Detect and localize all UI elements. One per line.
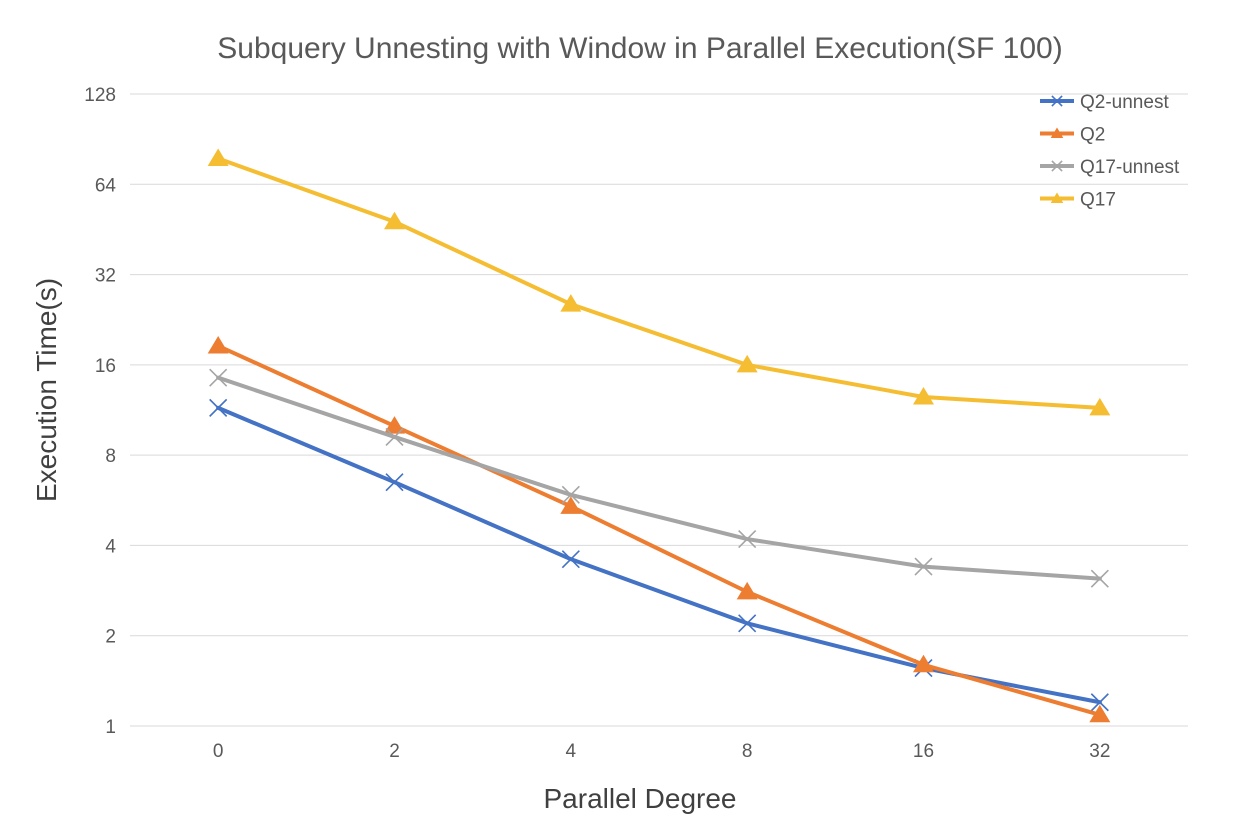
legend-item: Q17-unnest [1040,157,1180,178]
data-point-x [209,368,228,387]
x-tick-label: 32 [1089,741,1110,762]
legend-label: Q17-unnest [1080,157,1180,178]
y-tick-label: 16 [95,356,116,377]
series-q17-unnest [209,368,1109,588]
data-point-x [1051,160,1063,172]
series-line [216,343,1102,717]
y-tick-label: 2 [105,627,116,648]
x-tick-label: 2 [389,741,400,762]
data-point-triangle [736,581,758,600]
data-point-x [385,473,404,492]
data-point-triangle [560,294,582,312]
y-tick-label: 32 [95,266,116,287]
data-point-x [561,485,580,504]
x-tick-label: 8 [742,741,753,762]
x-tick-label: 0 [213,741,224,762]
data-point-x [385,427,404,447]
x-axis-ticks: 0 2 4 8 16 32 [213,741,1111,762]
data-point-triangle [1050,192,1064,203]
data-point-triangle [384,416,405,434]
data-point-triangle [384,211,405,230]
x-tick-label: 4 [566,741,577,762]
y-tick-label: 1 [105,717,116,738]
legend-item: Q2-unnest [1040,92,1169,113]
y-tick-label: 64 [95,175,117,196]
y-tick-label: 4 [105,536,116,557]
data-point-x [914,557,933,576]
data-point-x [209,398,228,417]
x-axis-title: Parallel Degree [544,783,737,814]
data-point-triangle [207,148,229,167]
legend-item: Q17 [1040,190,1116,211]
legend: Q2-unnest Q2 Q17-unnest Q17 [1040,92,1180,211]
series-line [216,375,1102,581]
series-q2-unnest [209,398,1109,712]
legend-label: Q2-unnest [1080,92,1169,113]
data-point-x [738,530,757,549]
legend-label: Q17 [1080,190,1116,211]
series-line [216,156,1102,410]
data-point-triangle [1050,127,1064,138]
data-point-x [1090,569,1109,588]
data-point-triangle [913,387,934,405]
data-point-x [1051,95,1063,107]
gridlines [130,93,1188,727]
y-tick-label: 128 [84,85,116,106]
data-point-x [561,550,580,569]
legend-label: Q2 [1080,125,1105,146]
series-q17 [207,148,1111,416]
y-tick-label: 8 [105,446,116,467]
data-point-triangle [736,354,758,373]
series-q2 [207,335,1111,723]
y-axis-ticks: 1 2 4 8 16 32 64 128 [84,85,116,738]
series-line [216,405,1102,705]
data-point-triangle [1089,397,1111,416]
y-axis-title: Execution Time(s) [31,278,62,502]
legend-item: Q2 [1040,125,1105,146]
data-point-triangle [913,654,934,673]
series-group [207,148,1111,723]
x-tick-label: 16 [913,741,934,762]
data-point-x [1090,693,1109,712]
data-point-triangle [207,335,229,354]
data-point-triangle [560,496,582,514]
chart-title: Subquery Unnesting with Window in Parall… [217,32,1062,65]
data-point-x [738,614,757,633]
data-point-triangle [1089,704,1111,723]
